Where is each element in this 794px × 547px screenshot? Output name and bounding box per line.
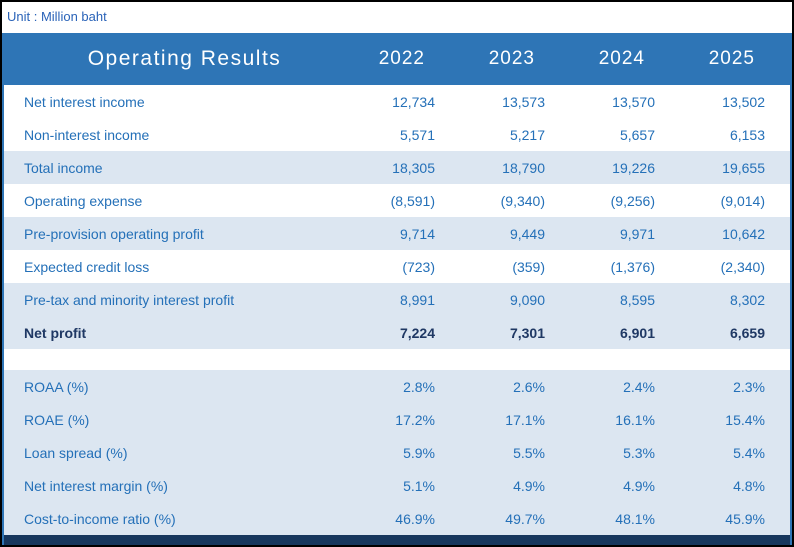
row-label: ROAE (%)	[24, 411, 90, 428]
row-label: Total income	[24, 159, 103, 176]
cell-value: (2,340)	[720, 258, 765, 275]
ratios-section: ROAA (%) 2.8% 2.6% 2.4% 2.3% ROAE (%) 17.2% 17.…	[4, 370, 790, 535]
row-label: Non-interest income	[24, 126, 150, 143]
cell-value: 15.4%	[725, 411, 765, 428]
cell-value: 2.6%	[513, 378, 545, 395]
cell-value: 2.8%	[403, 378, 435, 395]
cell-value: 9,971	[619, 225, 655, 242]
row-label: Pre-tax and minority interest profit	[24, 291, 235, 308]
table-row: Pre-tax and minority interest profit 8,99…	[4, 283, 790, 316]
cell-value: 10,642	[722, 225, 765, 242]
cell-value: 13,573	[502, 93, 545, 110]
row-label: Operating expense	[24, 192, 143, 209]
footer-bar	[4, 535, 790, 545]
cell-value: 6,659	[729, 324, 765, 341]
table-row: Expected credit loss (723) (359) (1,376) (2,…	[4, 250, 790, 283]
cell-value: 19,655	[722, 159, 765, 176]
row-label: Cost-to-income ratio (%)	[24, 510, 176, 527]
cell-value: 5.9%	[403, 444, 435, 461]
cell-value: 6,901	[619, 324, 655, 341]
cell-value: 7,301	[509, 324, 545, 341]
cell-value: 13,570	[612, 93, 655, 110]
cell-value: 4.9%	[513, 477, 545, 494]
table-row: Loan spread (%) 5.9% 5.5% 5.3% 5.4%	[4, 436, 790, 469]
cell-value: 5,217	[509, 126, 545, 143]
row-label: ROAA (%)	[24, 378, 89, 395]
cell-value: 5.3%	[623, 444, 655, 461]
cell-value: 19,226	[612, 159, 655, 176]
table-row: ROAE (%) 17.2% 17.1% 16.1% 15.4%	[4, 403, 790, 436]
row-label: Net interest margin (%)	[24, 477, 168, 494]
cell-value: (359)	[512, 258, 545, 275]
row-label: Net interest income	[24, 93, 145, 110]
cell-value: 5.1%	[403, 477, 435, 494]
cell-value: 9,090	[509, 291, 545, 308]
cell-value: 9,714	[399, 225, 435, 242]
cell-value: 7,224	[399, 324, 435, 341]
cell-value: (9,340)	[500, 192, 545, 209]
cell-value: 8,991	[399, 291, 435, 308]
cell-value: 45.9%	[725, 510, 765, 527]
cell-value: (9,256)	[610, 192, 655, 209]
cell-value: (9,014)	[720, 192, 765, 209]
row-label: Pre-provision operating profit	[24, 225, 204, 242]
cell-value: 17.1%	[505, 411, 545, 428]
cell-value: 18,790	[502, 159, 545, 176]
cell-value: 6,153	[729, 126, 765, 143]
cell-value: 5.5%	[513, 444, 545, 461]
unit-label: Unit : Million baht	[2, 2, 792, 33]
cell-value: 49.7%	[505, 510, 545, 527]
operating-section: Net interest income 12,734 13,573 13,570 13,…	[4, 85, 790, 349]
cell-value: 13,502	[722, 93, 765, 110]
row-label: Expected credit loss	[24, 258, 150, 275]
cell-value: 4.8%	[733, 477, 765, 494]
table-row: Net interest income 12,734 13,573 13,570 13,…	[4, 85, 790, 118]
cell-value: 5.4%	[733, 444, 765, 461]
cell-value: 12,734	[392, 93, 435, 110]
cell-value: 2.3%	[733, 378, 765, 395]
year-header-2022: 2022	[378, 48, 425, 69]
table-row: Net interest margin (%) 5.1% 4.9% 4.9% 4.8%	[4, 469, 790, 502]
cell-value: 18,305	[392, 159, 435, 176]
cell-value: 5,657	[619, 126, 655, 143]
cell-value: 2.4%	[623, 378, 655, 395]
cell-value: 16.1%	[615, 411, 655, 428]
cell-value: (1,376)	[610, 258, 655, 275]
cell-value: 46.9%	[395, 510, 435, 527]
table-row: ROAA (%) 2.8% 2.6% 2.4% 2.3%	[4, 370, 790, 403]
year-header-2025: 2025	[708, 48, 755, 69]
table-row: Net profit 7,224 7,301 6,901 6,659	[4, 316, 790, 349]
section-separator	[4, 349, 790, 370]
cell-value: 8,302	[729, 291, 765, 308]
cell-value: 8,595	[619, 291, 655, 308]
table-title: Operating Results	[87, 47, 282, 70]
row-label: Net profit	[24, 324, 87, 341]
table-row: Non-interest income 5,571 5,217 5,657 6,153	[4, 118, 790, 151]
table-row: Cost-to-income ratio (%) 46.9% 49.7% 48.1% 4…	[4, 502, 790, 535]
cell-value: (8,591)	[390, 192, 435, 209]
table-header-row: Operating Results 2022 2023 2024 2025	[4, 33, 790, 85]
year-header-2023: 2023	[488, 48, 535, 69]
row-label: Loan spread (%)	[24, 444, 128, 461]
table-row: Pre-provision operating profit 9,714 9,449…	[4, 217, 790, 250]
cell-value: 5,571	[399, 126, 435, 143]
cell-value: (723)	[402, 258, 435, 275]
cell-value: 17.2%	[395, 411, 435, 428]
cell-value: 4.9%	[623, 477, 655, 494]
table-row: Operating expense (8,591) (9,340) (9,256) (9…	[4, 184, 790, 217]
cell-value: 48.1%	[615, 510, 655, 527]
year-header-2024: 2024	[598, 48, 645, 69]
cell-value: 9,449	[509, 225, 545, 242]
table-row: Total income 18,305 18,790 19,226 19,655	[4, 151, 790, 184]
operating-results-table: Operating Results 2022 2023 2024 2025 Net i…	[2, 33, 792, 545]
